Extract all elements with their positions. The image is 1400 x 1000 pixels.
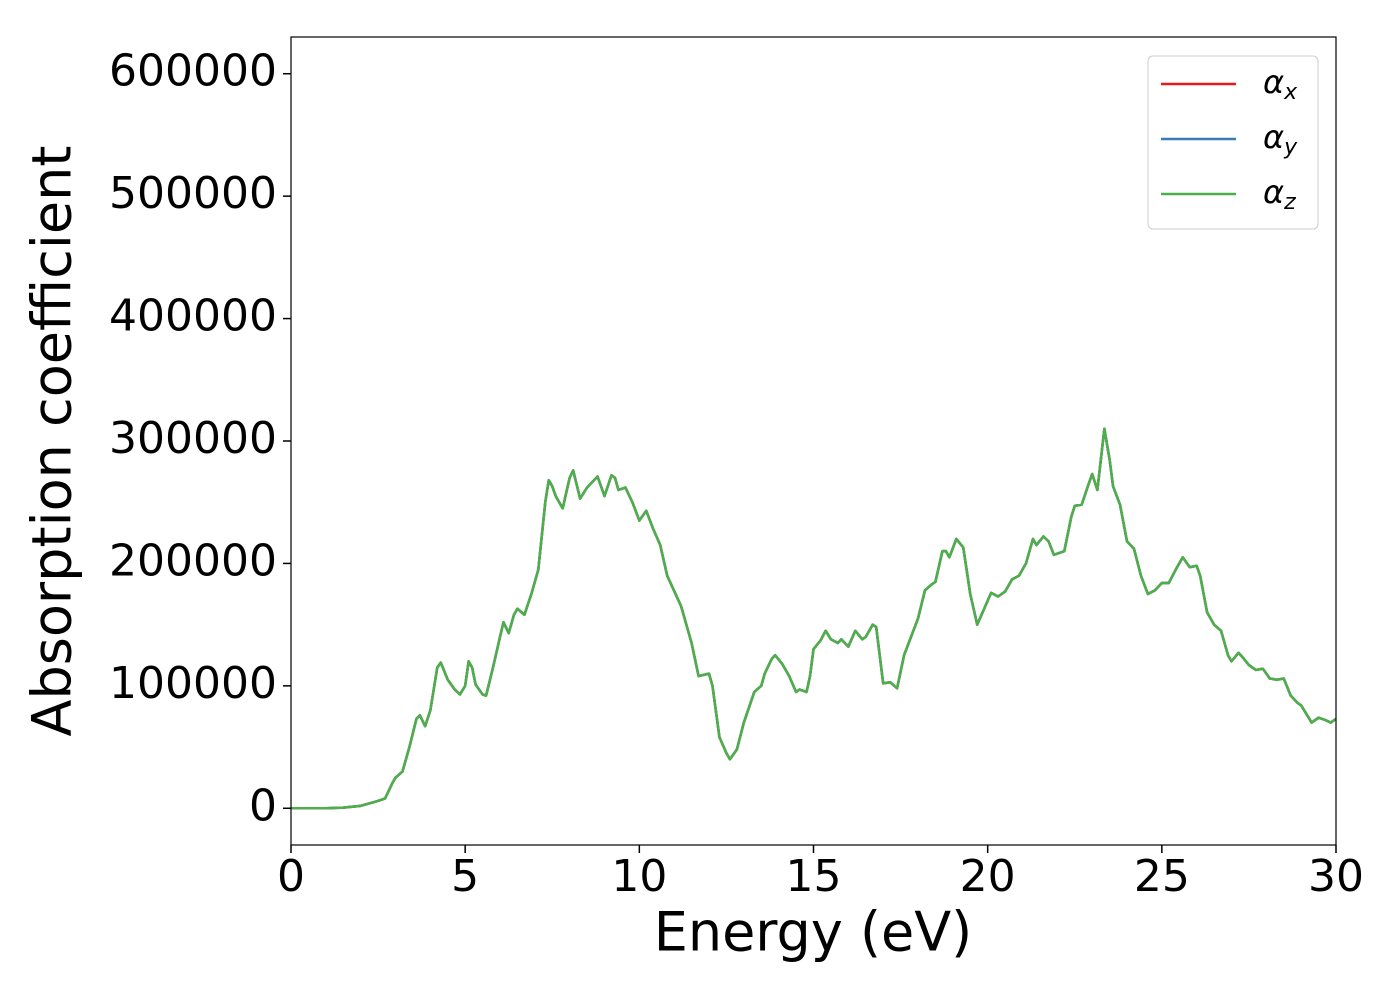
x-tick-label: 5 <box>451 851 479 902</box>
y-tick-label: 0 <box>249 780 277 831</box>
x-tick-label: 20 <box>960 851 1016 902</box>
x-tick-label: 10 <box>611 851 667 902</box>
legend-box <box>1147 55 1319 230</box>
legend-label: αz <box>1263 173 1296 215</box>
y-tick-label: 200000 <box>109 535 277 586</box>
plot-frame <box>290 36 1337 846</box>
x-tick-label: 25 <box>1134 851 1190 902</box>
y-tick-label: 500000 <box>109 168 277 219</box>
data-line <box>291 427 1336 810</box>
x-tick-label: 0 <box>277 851 305 902</box>
data-line <box>291 427 1336 810</box>
y-tick-label: 100000 <box>109 658 277 709</box>
y-tick-label: 600000 <box>109 46 277 97</box>
legend-label: αx <box>1263 63 1298 105</box>
x-tick-label: 15 <box>786 851 842 902</box>
y-tick-label: 300000 <box>109 413 277 464</box>
x-tick-label: 30 <box>1308 851 1364 902</box>
x-axis-label: Energy (eV) <box>654 901 973 964</box>
legend-label: αy <box>1263 118 1298 160</box>
data-line <box>291 427 1336 810</box>
y-tick-label: 400000 <box>109 291 277 342</box>
y-axis-label: Absorption coefficient <box>21 146 84 737</box>
